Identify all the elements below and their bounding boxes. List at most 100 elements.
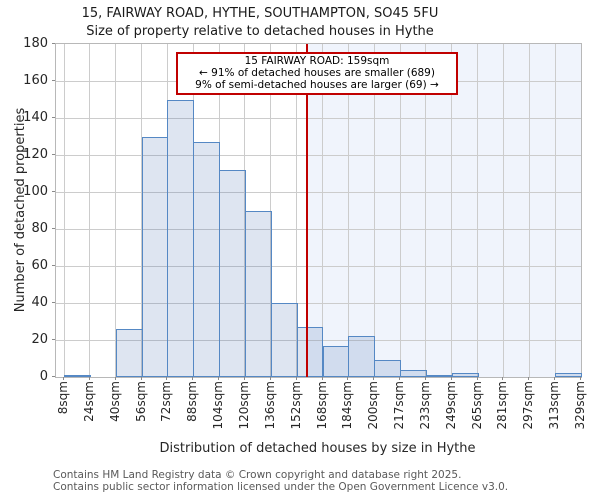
y-tick-label: 40 xyxy=(31,294,48,310)
y-axis-title: Number of detached properties xyxy=(13,107,28,313)
x-tick-label: 313sqm xyxy=(547,381,562,430)
x-tick-mark xyxy=(580,377,581,380)
property-annotation-box: 15 FAIRWAY ROAD: 159sqm ← 91% of detache… xyxy=(176,52,458,95)
y-tick-label: 180 xyxy=(23,35,48,51)
gridline-y xyxy=(56,117,581,119)
x-tick-label: 88sqm xyxy=(185,381,200,422)
x-tick-mark xyxy=(347,377,349,380)
gridline-x xyxy=(502,44,504,377)
x-tick-mark xyxy=(450,377,452,380)
gridline-x xyxy=(451,44,453,377)
y-tick-mark xyxy=(52,339,55,340)
gridline-x xyxy=(477,44,479,377)
y-tick-mark xyxy=(52,80,55,81)
chart-title: 15, FAIRWAY ROAD, HYTHE, SOUTHAMPTON, SO… xyxy=(81,6,439,21)
histogram-bar xyxy=(374,360,402,377)
x-tick-mark xyxy=(502,377,504,380)
histogram-bar xyxy=(244,210,272,377)
x-tick-mark xyxy=(88,377,90,380)
y-tick-label: 100 xyxy=(23,183,48,199)
gridline-x xyxy=(115,44,117,377)
x-tick-mark xyxy=(192,377,194,380)
x-tick-mark xyxy=(424,377,426,380)
histogram-bar xyxy=(141,136,169,377)
histogram-bar xyxy=(322,345,350,377)
histogram-bar xyxy=(115,328,143,377)
gridline-x xyxy=(554,44,556,377)
x-tick-label: 249sqm xyxy=(443,381,458,430)
histogram-bar xyxy=(193,142,221,377)
x-tick-mark xyxy=(373,377,375,380)
gridline-x xyxy=(528,44,530,377)
gridline-y xyxy=(56,154,581,156)
y-tick-label: 140 xyxy=(23,109,48,125)
x-tick-mark xyxy=(269,377,271,380)
annotation-line-2: ← 91% of detached houses are smaller (68… xyxy=(199,67,435,79)
x-tick-label: 152sqm xyxy=(288,381,303,430)
histogram-bar xyxy=(451,373,479,377)
footer-line-1: Contains HM Land Registry data © Crown c… xyxy=(53,469,462,481)
x-tick-mark xyxy=(243,377,245,380)
histogram-bar xyxy=(348,336,376,377)
x-tick-mark xyxy=(399,377,401,380)
x-tick-mark xyxy=(528,377,530,380)
y-tick-mark xyxy=(52,191,55,192)
histogram-bar xyxy=(555,373,582,377)
x-tick-label: 329sqm xyxy=(573,381,587,430)
histogram-bar xyxy=(64,375,91,377)
y-tick-mark xyxy=(52,302,55,303)
x-tick-label: 184sqm xyxy=(340,381,355,430)
x-tick-mark xyxy=(554,377,556,380)
x-tick-label: 233sqm xyxy=(417,381,432,430)
larger-region-highlight xyxy=(307,44,581,377)
y-tick-label: 0 xyxy=(39,368,48,384)
annotation-line-3: 9% of semi-detached houses are larger (6… xyxy=(195,79,439,91)
x-tick-label: 217sqm xyxy=(392,381,407,430)
x-tick-label: 168sqm xyxy=(314,381,329,430)
histogram-bar xyxy=(270,303,298,377)
y-tick-mark xyxy=(52,376,55,377)
x-tick-label: 40sqm xyxy=(107,381,122,422)
attribution-footer: Contains HM Land Registry data © Crown c… xyxy=(53,469,509,493)
x-tick-label: 72sqm xyxy=(159,381,174,422)
gridline-y xyxy=(56,265,581,267)
gridline-x xyxy=(322,44,323,377)
x-tick-label: 120sqm xyxy=(236,381,251,430)
plot-area xyxy=(55,43,582,378)
x-tick-mark xyxy=(321,377,323,380)
gridline-y xyxy=(56,228,581,230)
property-size-marker-line xyxy=(306,44,309,377)
y-tick-mark xyxy=(52,228,55,229)
gridline-y xyxy=(56,191,581,193)
y-tick-mark xyxy=(52,154,55,155)
y-tick-label: 120 xyxy=(23,146,48,162)
gridline-x xyxy=(347,44,349,377)
x-tick-mark xyxy=(476,377,478,380)
histogram-bar xyxy=(400,369,427,377)
x-axis-title: Distribution of detached houses by size … xyxy=(159,441,476,456)
x-tick-mark xyxy=(166,377,168,380)
x-tick-mark xyxy=(218,377,220,380)
x-tick-label: 56sqm xyxy=(133,381,148,422)
gridline-x xyxy=(373,44,375,377)
histogram-bar xyxy=(167,99,195,377)
gridline-y xyxy=(56,302,581,304)
annotation-line-1: 15 FAIRWAY ROAD: 159sqm xyxy=(244,55,390,67)
gridline-y xyxy=(56,339,581,341)
y-tick-mark xyxy=(52,117,55,118)
y-tick-label: 60 xyxy=(31,257,48,273)
footer-line-2: Contains public sector information licen… xyxy=(53,480,509,493)
x-tick-label: 104sqm xyxy=(211,381,226,430)
x-tick-label: 297sqm xyxy=(521,381,536,430)
y-tick-label: 160 xyxy=(23,72,48,88)
x-tick-label: 136sqm xyxy=(262,381,277,430)
x-tick-mark xyxy=(295,377,297,380)
x-tick-label: 24sqm xyxy=(81,381,96,422)
histogram-bar xyxy=(219,169,246,377)
x-tick-label: 265sqm xyxy=(469,381,484,430)
chart-title-block: 15, FAIRWAY ROAD, HYTHE, SOUTHAMPTON, SO… xyxy=(0,5,520,41)
gridline-x xyxy=(425,44,427,377)
y-tick-label: 80 xyxy=(31,220,48,236)
x-tick-mark xyxy=(63,377,64,380)
